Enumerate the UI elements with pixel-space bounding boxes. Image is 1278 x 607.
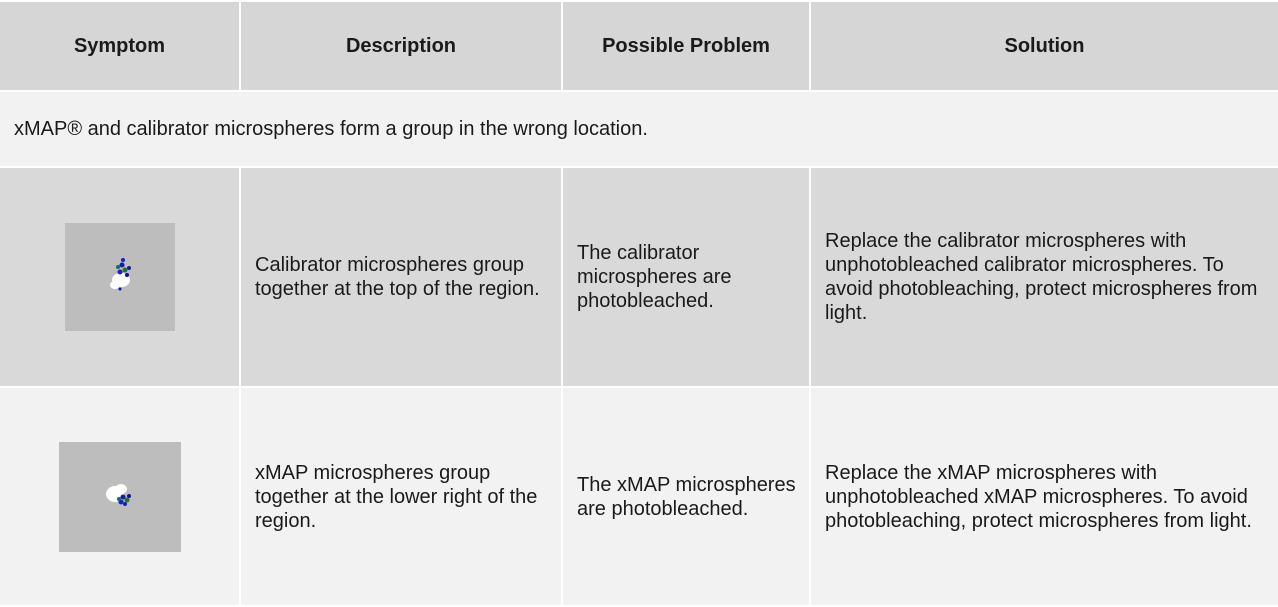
group-row: xMAP® and calibrator microspheres form a… [0, 90, 1278, 168]
description-cell: xMAP microspheres group together at the … [239, 386, 563, 607]
symptom-cell [0, 166, 241, 388]
symptom-image [64, 223, 175, 331]
header-row: Symptom Description Possible Problem Sol… [0, 0, 1278, 92]
solution-cell: Replace the xMAP microspheres with unpho… [809, 386, 1278, 607]
header-cell: Symptom [0, 0, 241, 92]
symptom-cell [0, 386, 241, 607]
problem-cell: The xMAP microspheres are photobleached. [561, 386, 811, 607]
header-cell: Solution [809, 0, 1278, 92]
group-cell: xMAP® and calibrator microspheres form a… [0, 90, 1278, 168]
symptom-image [58, 441, 181, 552]
row: Calibrator microspheres group together a… [0, 166, 1278, 388]
header-cell: Possible Problem [561, 0, 811, 92]
solution-cell: Replace the calibrator microspheres with… [809, 166, 1278, 388]
header-cell: Description [239, 0, 563, 92]
row: xMAP microspheres group together at the … [0, 386, 1278, 607]
description-cell: Calibrator microspheres group together a… [239, 166, 563, 388]
problem-cell: The calibrator microspheres are photoble… [561, 166, 811, 388]
